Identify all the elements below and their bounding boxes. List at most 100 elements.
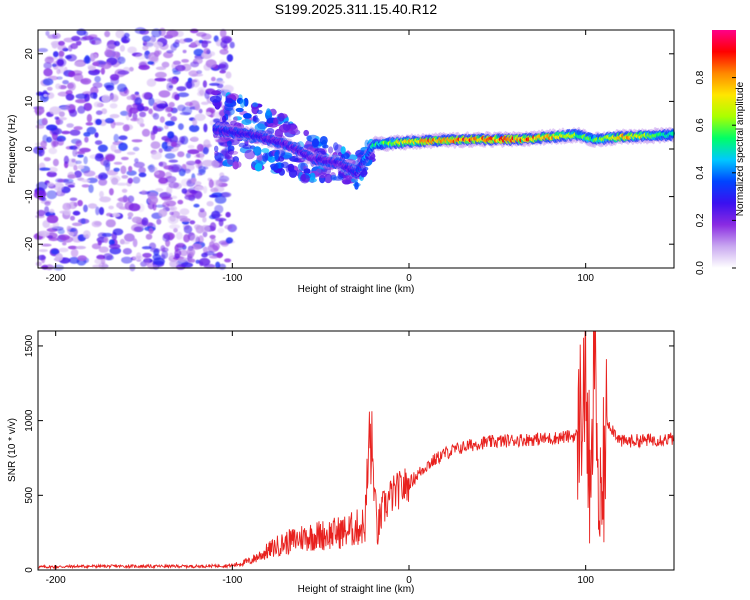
spectrogram-cell: [68, 245, 77, 250]
spectrogram-cell: [98, 174, 103, 180]
spectrogram-cell: [122, 124, 130, 132]
spectrogram-cell: [139, 111, 147, 118]
spectrogram-cell: [67, 82, 74, 89]
spectrogram-cell: [159, 116, 165, 123]
spectrogram-cell: [156, 218, 162, 225]
spectrogram-cell: [41, 117, 48, 126]
y-tick-label: -20: [24, 237, 35, 252]
spectrogram-cell: [168, 164, 180, 173]
spectrogram-cell: [209, 194, 218, 198]
spectrogram-cell: [209, 95, 221, 103]
spectrogram-cell: [101, 108, 108, 115]
snr-series-line: [37, 330, 674, 571]
x-tick-label: 100: [577, 273, 594, 284]
spectrogram-cell: [105, 44, 117, 49]
spectrogram-cell: [105, 154, 115, 162]
spectrogram-cell: [141, 246, 152, 250]
spectrogram-cell: [62, 202, 72, 211]
spectrogram-cell: [44, 206, 50, 215]
spectrogram-cell: [307, 177, 317, 183]
spectrogram-cell: [183, 225, 193, 234]
spectrogram-cell: [120, 36, 131, 44]
spectrogram-cell: [97, 144, 108, 153]
spectrogram-cell: [214, 145, 219, 152]
spectrogram-cell: [73, 126, 83, 131]
spectrogram-cell: [211, 76, 216, 82]
spectrogram-cell: [113, 122, 125, 126]
spectrogram-cell: [197, 87, 206, 94]
spectrogram-cell: [148, 164, 155, 173]
spectrogram-cell: [239, 98, 246, 108]
spectrogram-cell: [222, 115, 227, 123]
spectrogram-cell: [155, 188, 164, 192]
snr-y-label: SNR (10 * v/v): [7, 418, 18, 482]
spectrogram-cell: [109, 103, 118, 109]
spectrogram-cell: [46, 86, 53, 91]
spectrogram-cell: [192, 118, 198, 127]
spectrogram-cell: [120, 165, 127, 175]
spectrogram-cell: [341, 152, 350, 160]
spectrogram-cell: [148, 97, 155, 107]
spectrogram-cell: [219, 48, 229, 55]
spectrogram-cell: [44, 201, 51, 206]
spectrogram-cell: [35, 261, 43, 267]
spectrogram-cell: [75, 245, 87, 250]
spectrogram-cell: [113, 133, 119, 143]
y-tick-label: 1500: [24, 334, 35, 357]
spectrogram-cell: [277, 112, 285, 122]
spectrogram-cell: [188, 79, 198, 83]
spectrogram-cell: [58, 50, 65, 57]
spectrogram-cell: [219, 29, 227, 38]
spectrogram-cell: [215, 217, 227, 222]
spectrogram-cell: [221, 192, 232, 198]
spectrogram-cell: [77, 255, 87, 262]
spectrogram-cell: [214, 195, 227, 204]
spectrogram-cell: [57, 44, 67, 51]
spectrogram-cell: [150, 141, 161, 150]
spectrogram-cell: [72, 210, 81, 216]
spectrogram-cell: [143, 256, 151, 266]
spectrogram-cell: [80, 78, 92, 85]
spectrogram-cell: [181, 188, 188, 194]
spectrogram-cell: [164, 200, 170, 204]
spectrogram-cell: [171, 195, 178, 199]
spectrogram-cell: [223, 37, 231, 44]
spectrogram-cell: [197, 172, 203, 176]
spectrogram-cell: [186, 247, 196, 257]
spectrogram-cell: [179, 136, 186, 143]
spectrogram-cell: [226, 54, 234, 62]
spectrogram-cell: [75, 99, 87, 104]
spectrogram-cell: [74, 61, 86, 67]
spectrogram-cell: [185, 152, 191, 159]
spectrogram-cell: [150, 131, 156, 141]
spectrogram-cell: [105, 84, 115, 91]
spectrogram-cell: [58, 234, 70, 241]
colorbar: 0.0 0.2 0.4 0.6 0.8 Normalized spectral ampl…: [695, 30, 746, 275]
spectrogram-cell: [169, 211, 174, 216]
spectrogram-cell: [83, 31, 89, 37]
spectrogram-cell: [36, 209, 46, 217]
spectrogram-cell: [282, 121, 291, 131]
spectrogram-cell: [198, 235, 204, 244]
spectrogram-cell: [89, 92, 98, 99]
spectrogram-cell: [158, 161, 167, 168]
x-tick-label: 0: [406, 575, 412, 586]
spectrogram-cell: [82, 230, 91, 239]
spectrogram-cell: [203, 123, 208, 133]
spectrogram-cell: [303, 168, 311, 175]
spectrogram-cell: [254, 163, 263, 172]
spectrogram-cell: [176, 86, 187, 92]
spectrogram-cell: [206, 201, 214, 207]
spectrogram-cell: [92, 264, 105, 269]
spectrogram-cell: [109, 175, 121, 183]
spectrogram-cell: [153, 41, 164, 48]
spectrogram-cell: [202, 147, 209, 155]
spectrogram-cell: [94, 140, 103, 146]
spectrogram-cell: [299, 173, 310, 184]
spectrogram-cell: [126, 151, 136, 155]
spectrogram-cell: [37, 254, 46, 261]
spectrogram-cell: [252, 102, 259, 108]
spectrogram-cell: [170, 205, 178, 212]
spectrogram-cell: [65, 55, 72, 60]
